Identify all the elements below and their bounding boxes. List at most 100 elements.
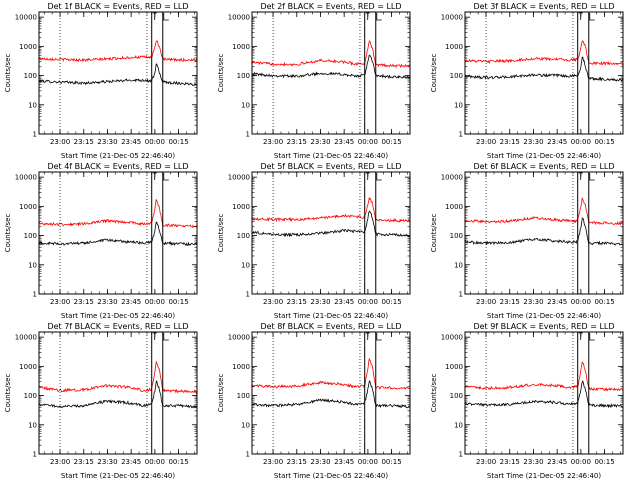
y-axis-label: Counts/sec [217,54,225,93]
x-tick-label: 23:15 [74,138,94,146]
x-tick-label: 00:00 [358,298,378,306]
plot-frame [38,11,198,135]
x-tick-label: 23:00 [50,298,70,306]
y-tick-label: 100 [450,72,463,80]
y-axis-label: Counts/sec [4,214,12,253]
x-tick-label: 23:45 [121,138,141,146]
plot-frame [251,11,411,135]
plot-frame [38,331,198,455]
flare-marker [589,13,595,21]
y-tick-label: 10 [241,421,250,429]
chart-1: Det 1f BLACK = Events, RED = LLD Counts/s… [4,2,198,160]
x-axis-label: Start Time (21-Dec-05 22:46:40) [487,312,601,320]
panel-title: Det 3f BLACK = Events, RED = LLD [473,2,614,11]
lld-series-line [38,360,198,395]
x-tick-label: 00:00 [358,138,378,146]
x-tick-label: 00:15 [381,458,401,466]
flare-marker [376,173,382,181]
y-tick-label: 1 [33,451,37,459]
y-tick-label: 10 [28,421,37,429]
chart-3: Det 3f BLACK = Events, RED = LLD Counts/s… [430,2,624,160]
x-tick-label: 23:45 [121,298,141,306]
y-tick-label: 10 [454,101,463,109]
x-tick-label: 00:15 [381,138,401,146]
x-axis-label: Start Time (21-Dec-05 22:46:40) [61,472,175,480]
x-tick-label: 00:15 [594,458,614,466]
lld-series-line [38,199,198,228]
y-tick-label: 10 [241,261,250,269]
flare-marker [589,333,595,341]
x-tick-label: 23:45 [121,458,141,466]
lld-series-line [464,360,624,392]
x-tick-label: 23:30 [310,298,330,306]
chart-7: Det 7f BLACK = Events, RED = LLD Counts/s… [4,322,198,480]
x-tick-label: 23:00 [263,458,283,466]
x-tick-label: 23:00 [263,138,283,146]
lld-series-line [38,40,198,63]
events-series-line [252,54,411,80]
y-tick-label: 10000 [441,334,463,342]
x-tick-label: 23:15 [287,458,307,466]
detector-panel-6: Det 6f BLACK = Events, RED = LLD Counts/s… [426,160,639,320]
chart-6: Det 6f BLACK = Events, RED = LLD Counts/s… [430,162,624,320]
flare-marker [376,13,382,21]
x-tick-label: 23:15 [287,138,307,146]
lld-series-line [464,40,624,67]
plot-frame [464,11,624,135]
lld-series-line [251,197,411,223]
events-series-line [251,380,411,409]
chart-9: Det 9f BLACK = Events, RED = LLD Counts/s… [430,322,624,480]
x-tick-label: 00:15 [168,298,188,306]
panel-title: Det 9f BLACK = Events, RED = LLD [473,322,614,331]
y-tick-label: 100 [24,392,37,400]
x-axis-label: Start Time (21-Dec-05 22:46:40) [274,472,388,480]
x-tick-label: 23:45 [547,458,567,466]
plot-frame [251,171,411,295]
plot-frame [38,171,198,295]
lld-series-line [464,197,624,226]
x-tick-label: 23:00 [476,298,496,306]
events-series-line [464,380,624,409]
x-tick-label: 23:45 [334,298,354,306]
y-tick-label: 1000 [19,43,37,51]
x-axis-label: Start Time (21-Dec-05 22:46:40) [61,312,175,320]
panel-title: Det 8f BLACK = Events, RED = LLD [260,322,401,331]
x-tick-label: 00:15 [168,458,188,466]
detector-panel-9: Det 9f BLACK = Events, RED = LLD Counts/s… [426,320,639,480]
y-tick-label: 10000 [15,174,37,182]
y-tick-label: 1000 [445,203,463,211]
y-axis-label: Counts/sec [4,54,12,93]
events-series-line [38,63,198,86]
detector-panel-7: Det 7f BLACK = Events, RED = LLD Counts/s… [0,320,213,480]
detector-panel-5: Det 5f BLACK = Events, RED = LLD Counts/s… [213,160,426,320]
y-tick-label: 1 [459,451,463,459]
y-tick-label: 10000 [441,14,463,22]
y-axis-label: Counts/sec [217,214,225,253]
events-series-line [38,380,198,409]
x-tick-label: 00:00 [571,458,591,466]
chart-2: Det 2f BLACK = Events, RED = LLD Counts/s… [217,2,411,160]
detector-panel-1: Det 1f BLACK = Events, RED = LLD Counts/s… [0,0,213,160]
panel-title: Det 7f BLACK = Events, RED = LLD [47,322,188,331]
y-tick-label: 100 [24,232,37,240]
y-tick-label: 10000 [441,174,463,182]
x-axis-label: Start Time (21-Dec-05 22:46:40) [274,312,388,320]
flare-marker [163,13,169,21]
x-tick-label: 00:00 [571,138,591,146]
y-tick-label: 1000 [445,363,463,371]
y-axis-label: Counts/sec [217,374,225,413]
y-tick-label: 1 [246,131,250,139]
plot-frame [251,331,411,455]
x-tick-label: 23:15 [500,138,520,146]
x-axis-label: Start Time (21-Dec-05 22:46:40) [487,152,601,160]
y-tick-label: 1 [459,131,463,139]
y-tick-label: 1000 [19,203,37,211]
y-tick-label: 1000 [232,43,250,51]
x-tick-label: 00:00 [571,298,591,306]
x-tick-label: 00:15 [594,138,614,146]
x-tick-label: 23:45 [334,138,354,146]
y-tick-label: 100 [450,232,463,240]
y-tick-label: 100 [237,72,250,80]
y-tick-label: 10000 [228,334,250,342]
x-tick-label: 23:30 [523,138,543,146]
